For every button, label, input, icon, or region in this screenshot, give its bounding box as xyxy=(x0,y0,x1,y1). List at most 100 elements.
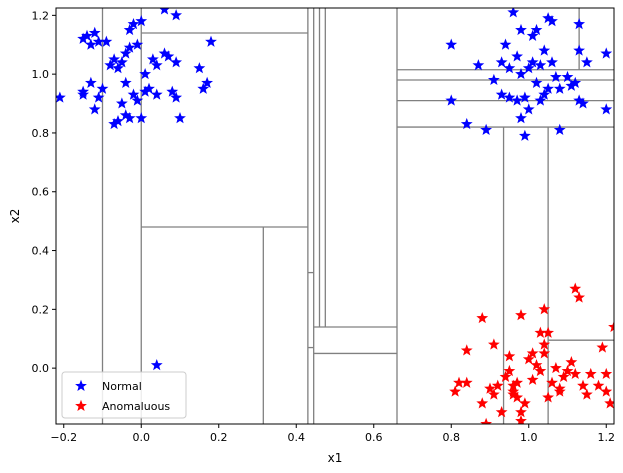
anomaluous-point-41 xyxy=(573,291,586,303)
normal-point-96 xyxy=(538,88,551,100)
normal-point-83 xyxy=(553,82,566,94)
anomaluous-point-10 xyxy=(491,379,504,391)
anomaluous-point-49 xyxy=(604,397,614,409)
normal-point-25 xyxy=(119,109,132,121)
anomaluous-point-52 xyxy=(553,385,566,397)
y-tick-label-6: 1.2 xyxy=(32,9,50,22)
normal-point-95 xyxy=(515,67,527,80)
normal-point-41 xyxy=(170,56,183,68)
anomaluous-point-37 xyxy=(561,364,574,377)
normal-point-35 xyxy=(150,59,163,71)
normal-point-37 xyxy=(158,47,171,59)
normal-point-27 xyxy=(127,88,140,100)
normal-point-1 xyxy=(77,32,90,44)
anomaluous-point-26 xyxy=(534,364,547,377)
normal-point-55 xyxy=(480,123,493,136)
normal-point-12 xyxy=(100,35,113,47)
anomaluous-point-15 xyxy=(507,379,520,391)
normal-point-50 xyxy=(150,359,163,371)
anomaluous-point-38 xyxy=(565,356,578,368)
anomaluous-point-13 xyxy=(503,364,516,377)
normal-point-21 xyxy=(131,38,144,50)
normal-point-70 xyxy=(522,103,535,115)
normal-point-16 xyxy=(115,56,128,68)
normal-point-3 xyxy=(84,38,97,50)
x-tick-label-1: 0.0 xyxy=(133,431,151,444)
normal-point-84 xyxy=(553,123,566,136)
x-tick-label-6: 1.0 xyxy=(520,431,538,444)
normal-point-30 xyxy=(139,85,152,97)
anomaluous-point-21 xyxy=(518,397,531,409)
legend-marker-normal xyxy=(75,379,87,392)
normal-point-76 xyxy=(534,59,547,71)
normal-point-4 xyxy=(88,26,101,39)
normal-point-61 xyxy=(503,62,516,74)
anomaluous-point-0 xyxy=(449,385,462,397)
normal-point-20 xyxy=(127,17,140,30)
anomaluous-point-6 xyxy=(480,417,493,424)
normal-point-38 xyxy=(162,50,175,62)
normal-point-87 xyxy=(569,76,582,88)
normal-point-75 xyxy=(534,94,547,106)
normal-point-74 xyxy=(530,23,543,36)
normal-point-66 xyxy=(515,23,527,36)
data-points xyxy=(56,8,614,424)
anomaluous-point-17 xyxy=(511,376,524,388)
y-axis-label: x2 xyxy=(8,209,22,224)
normal-point-28 xyxy=(131,94,144,106)
y-axis-ticks: 0.0 0.2 0.4 0.6 0.8 1.0 1.2 xyxy=(32,9,56,375)
anomaluous-point-53 xyxy=(507,388,520,400)
anomaluous-point-29 xyxy=(538,338,551,350)
anomaluous-point-19 xyxy=(515,414,527,424)
y-tick-label-3: 0.6 xyxy=(32,186,50,199)
normal-point-62 xyxy=(507,8,520,18)
normal-point-93 xyxy=(600,47,613,59)
normal-point-45 xyxy=(197,82,210,94)
normal-point-63 xyxy=(511,94,524,106)
normal-point-53 xyxy=(460,117,473,130)
normal-point-81 xyxy=(546,56,558,68)
normal-point-2 xyxy=(81,29,93,41)
normal-point-58 xyxy=(495,88,508,100)
anomaluous-point-43 xyxy=(580,388,593,400)
normal-point-44 xyxy=(193,62,206,74)
anomaluous-point-31 xyxy=(542,391,555,403)
anomaluous-point-45 xyxy=(592,379,605,391)
legend: Normal Anomaluous xyxy=(61,371,187,419)
normal-point-48 xyxy=(119,76,132,88)
x-tick-label-2: 0.2 xyxy=(210,431,228,444)
anomaluous-point-5 xyxy=(476,397,489,409)
normal-point-52 xyxy=(445,94,458,106)
normal-point-29 xyxy=(135,112,148,124)
anomaluous-point-7 xyxy=(484,382,496,394)
normal-point-5 xyxy=(92,35,105,47)
normal-point-40 xyxy=(170,91,183,103)
normal-point-51 xyxy=(445,38,458,50)
anomaluous-point-51 xyxy=(515,406,527,418)
x-tick-label-7: 1.2 xyxy=(598,431,616,444)
anomaluous-point-46 xyxy=(596,341,609,353)
normal-point-10 xyxy=(92,91,105,103)
normal-point-85 xyxy=(561,70,574,83)
anomaluous-point-14 xyxy=(503,350,516,362)
normal-point-94 xyxy=(600,103,613,115)
normal-point-13 xyxy=(104,59,117,71)
anomaluous-point-4 xyxy=(476,311,489,324)
anomaluous-point-1 xyxy=(453,376,465,388)
normal-point-18 xyxy=(123,41,136,53)
normal-point-49 xyxy=(108,117,121,130)
anomaluous-point-18 xyxy=(511,391,524,403)
normal-point-91 xyxy=(577,97,589,109)
normal-point-54 xyxy=(472,59,485,71)
normal-point-56 xyxy=(487,73,500,86)
anomaluous-point-32 xyxy=(542,326,555,338)
normal-point-33 xyxy=(146,53,159,65)
normal-point-26 xyxy=(123,112,136,124)
anomaluous-point-27 xyxy=(534,326,547,338)
normal-point-89 xyxy=(573,44,586,56)
normal-point-71 xyxy=(526,29,539,41)
anomaluous-point-33 xyxy=(546,376,558,388)
normal-point-60 xyxy=(503,91,516,103)
x-tick-label-3: 0.4 xyxy=(288,431,306,444)
normal-point-80 xyxy=(546,15,558,27)
